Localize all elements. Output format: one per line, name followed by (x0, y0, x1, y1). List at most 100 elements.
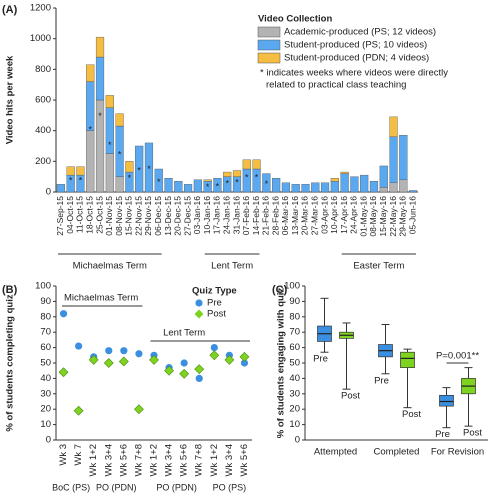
y-axis-label: Video hits per week (5, 55, 16, 144)
bar-segment (252, 159, 261, 170)
legend-swatch (257, 39, 281, 51)
x-tick-label: 31-Jan-16 (231, 196, 241, 235)
star: * (157, 177, 161, 187)
x-tick-label: 03-Apr-16 (319, 196, 329, 234)
y-tick-label: 50 (289, 358, 300, 369)
annotation: P=0.001** (436, 351, 479, 362)
bar-segment (86, 81, 95, 131)
x-tick-label: Wk 5+6 (118, 444, 129, 476)
y-tick-label: 30 (40, 388, 51, 399)
note: * indicates weeks where videos were dire… (260, 68, 448, 79)
y-tick-label: 10 (289, 419, 300, 430)
x-tick-label: Attempted (314, 447, 357, 458)
bar-segment (409, 190, 418, 193)
legend-marker (194, 309, 204, 319)
x-tick-label: Wk 5+6 (239, 444, 250, 476)
bar-segment (311, 182, 320, 193)
legend-title: Video Collection (258, 14, 332, 25)
star: * (69, 176, 73, 186)
bar-segment (272, 177, 281, 193)
x-tick-label: Wk 5+6 (179, 444, 190, 476)
box-label: Pre (313, 354, 328, 365)
x-tick-label: 10-Apr-16 (329, 196, 339, 234)
x-tick-label: 25-Oct-15 (94, 196, 104, 234)
box (400, 351, 415, 368)
pre-point (59, 310, 68, 318)
x-tick-label: Wk 3+4 (224, 444, 235, 476)
x-tick-label: 06-Dec-15 (153, 196, 163, 236)
bar-segment (399, 135, 408, 180)
y-tick-label: 20 (289, 404, 300, 415)
bar-segment (281, 182, 291, 193)
x-tick-label: 15-May-16 (378, 196, 388, 237)
x-tick-label: 17-Jan-16 (212, 196, 222, 235)
y-tick-label: 0 (46, 187, 51, 198)
legend-marker (195, 299, 203, 307)
box-label: Post (402, 409, 421, 420)
bar-segment (291, 184, 300, 193)
bar-segment (193, 179, 202, 193)
x-tick-label: 10-Jan-16 (202, 196, 212, 235)
legend-label: Pre (207, 298, 222, 309)
term-label: Michaelmas Term (73, 261, 147, 272)
x-tick-label: 20-Dec-15 (173, 196, 183, 236)
legend-swatch (257, 52, 281, 64)
bar-segment (350, 176, 359, 193)
y-tick-label: 40 (289, 373, 300, 384)
y-tick-label: 70 (289, 327, 300, 338)
y-tick-label: 60 (289, 342, 300, 353)
x-tick-label: 28-Feb-16 (270, 196, 280, 235)
x-tick-label: 20-Mar-16 (300, 196, 310, 235)
y-tick-label: 90 (40, 296, 51, 307)
x-tick-label: Wk 7+8 (133, 444, 144, 476)
x-tick-label: 08-Nov-15 (114, 196, 124, 236)
y-tick-label: 70 (40, 327, 51, 338)
pre-point (240, 359, 249, 367)
post-point (58, 367, 69, 378)
post-point (133, 404, 144, 415)
star: * (108, 140, 112, 150)
post-point (239, 351, 250, 362)
bar-segment (320, 182, 330, 193)
x-tick-label: Wk 3 (58, 444, 69, 466)
x-tick-label: 03-Jan-16 (192, 196, 202, 235)
x-tick-label: Wk 1+2 (149, 444, 160, 476)
bar-segment (115, 176, 124, 193)
y-tick-label: 80 (40, 311, 51, 322)
box-label: Pre (374, 375, 389, 386)
term-label: Lent Term (163, 328, 205, 339)
legend-label: Student-produced (PS; 10 videos) (284, 40, 427, 51)
bar-segment (183, 184, 193, 193)
post-point (209, 350, 220, 361)
post-point (164, 365, 175, 376)
note: related to practical class teaching (266, 80, 406, 91)
pre-point (120, 347, 128, 355)
x-tick-label: 06-Mar-16 (280, 196, 290, 235)
x-tick-label: 07-Feb-16 (241, 196, 251, 235)
group-label: BoC (PS) (52, 482, 90, 492)
bar-segment (330, 181, 339, 193)
pre-point (210, 344, 218, 352)
x-tick-label: Wk 3+4 (103, 444, 114, 476)
box-label: Post (463, 428, 482, 439)
legend-label: Academic-produced (PS; 12 videos) (284, 27, 436, 38)
bar-segment (213, 177, 222, 193)
post-point (179, 368, 190, 379)
bar-segment (86, 64, 95, 82)
bar-segment (340, 171, 349, 174)
term-label: Lent Term (211, 261, 253, 272)
bar-segment (262, 173, 271, 193)
y-tick-label: 800 (35, 64, 51, 75)
y-axis-label: % of students engaging with quiz (276, 288, 287, 439)
panel-label: (A) (2, 4, 18, 16)
x-tick-label: 27-Mar-16 (310, 196, 320, 235)
x-tick-label: Completed (374, 447, 420, 458)
y-tick-label: 10 (40, 419, 51, 430)
x-tick-label: 22-May-16 (388, 196, 398, 237)
group-label: PO (PDN) (156, 482, 197, 492)
pre-point (75, 342, 83, 350)
bar-segment (360, 174, 369, 193)
x-tick-label: 13-Mar-16 (290, 196, 300, 235)
y-tick-label: 600 (35, 95, 51, 106)
legend-swatch (257, 26, 281, 38)
